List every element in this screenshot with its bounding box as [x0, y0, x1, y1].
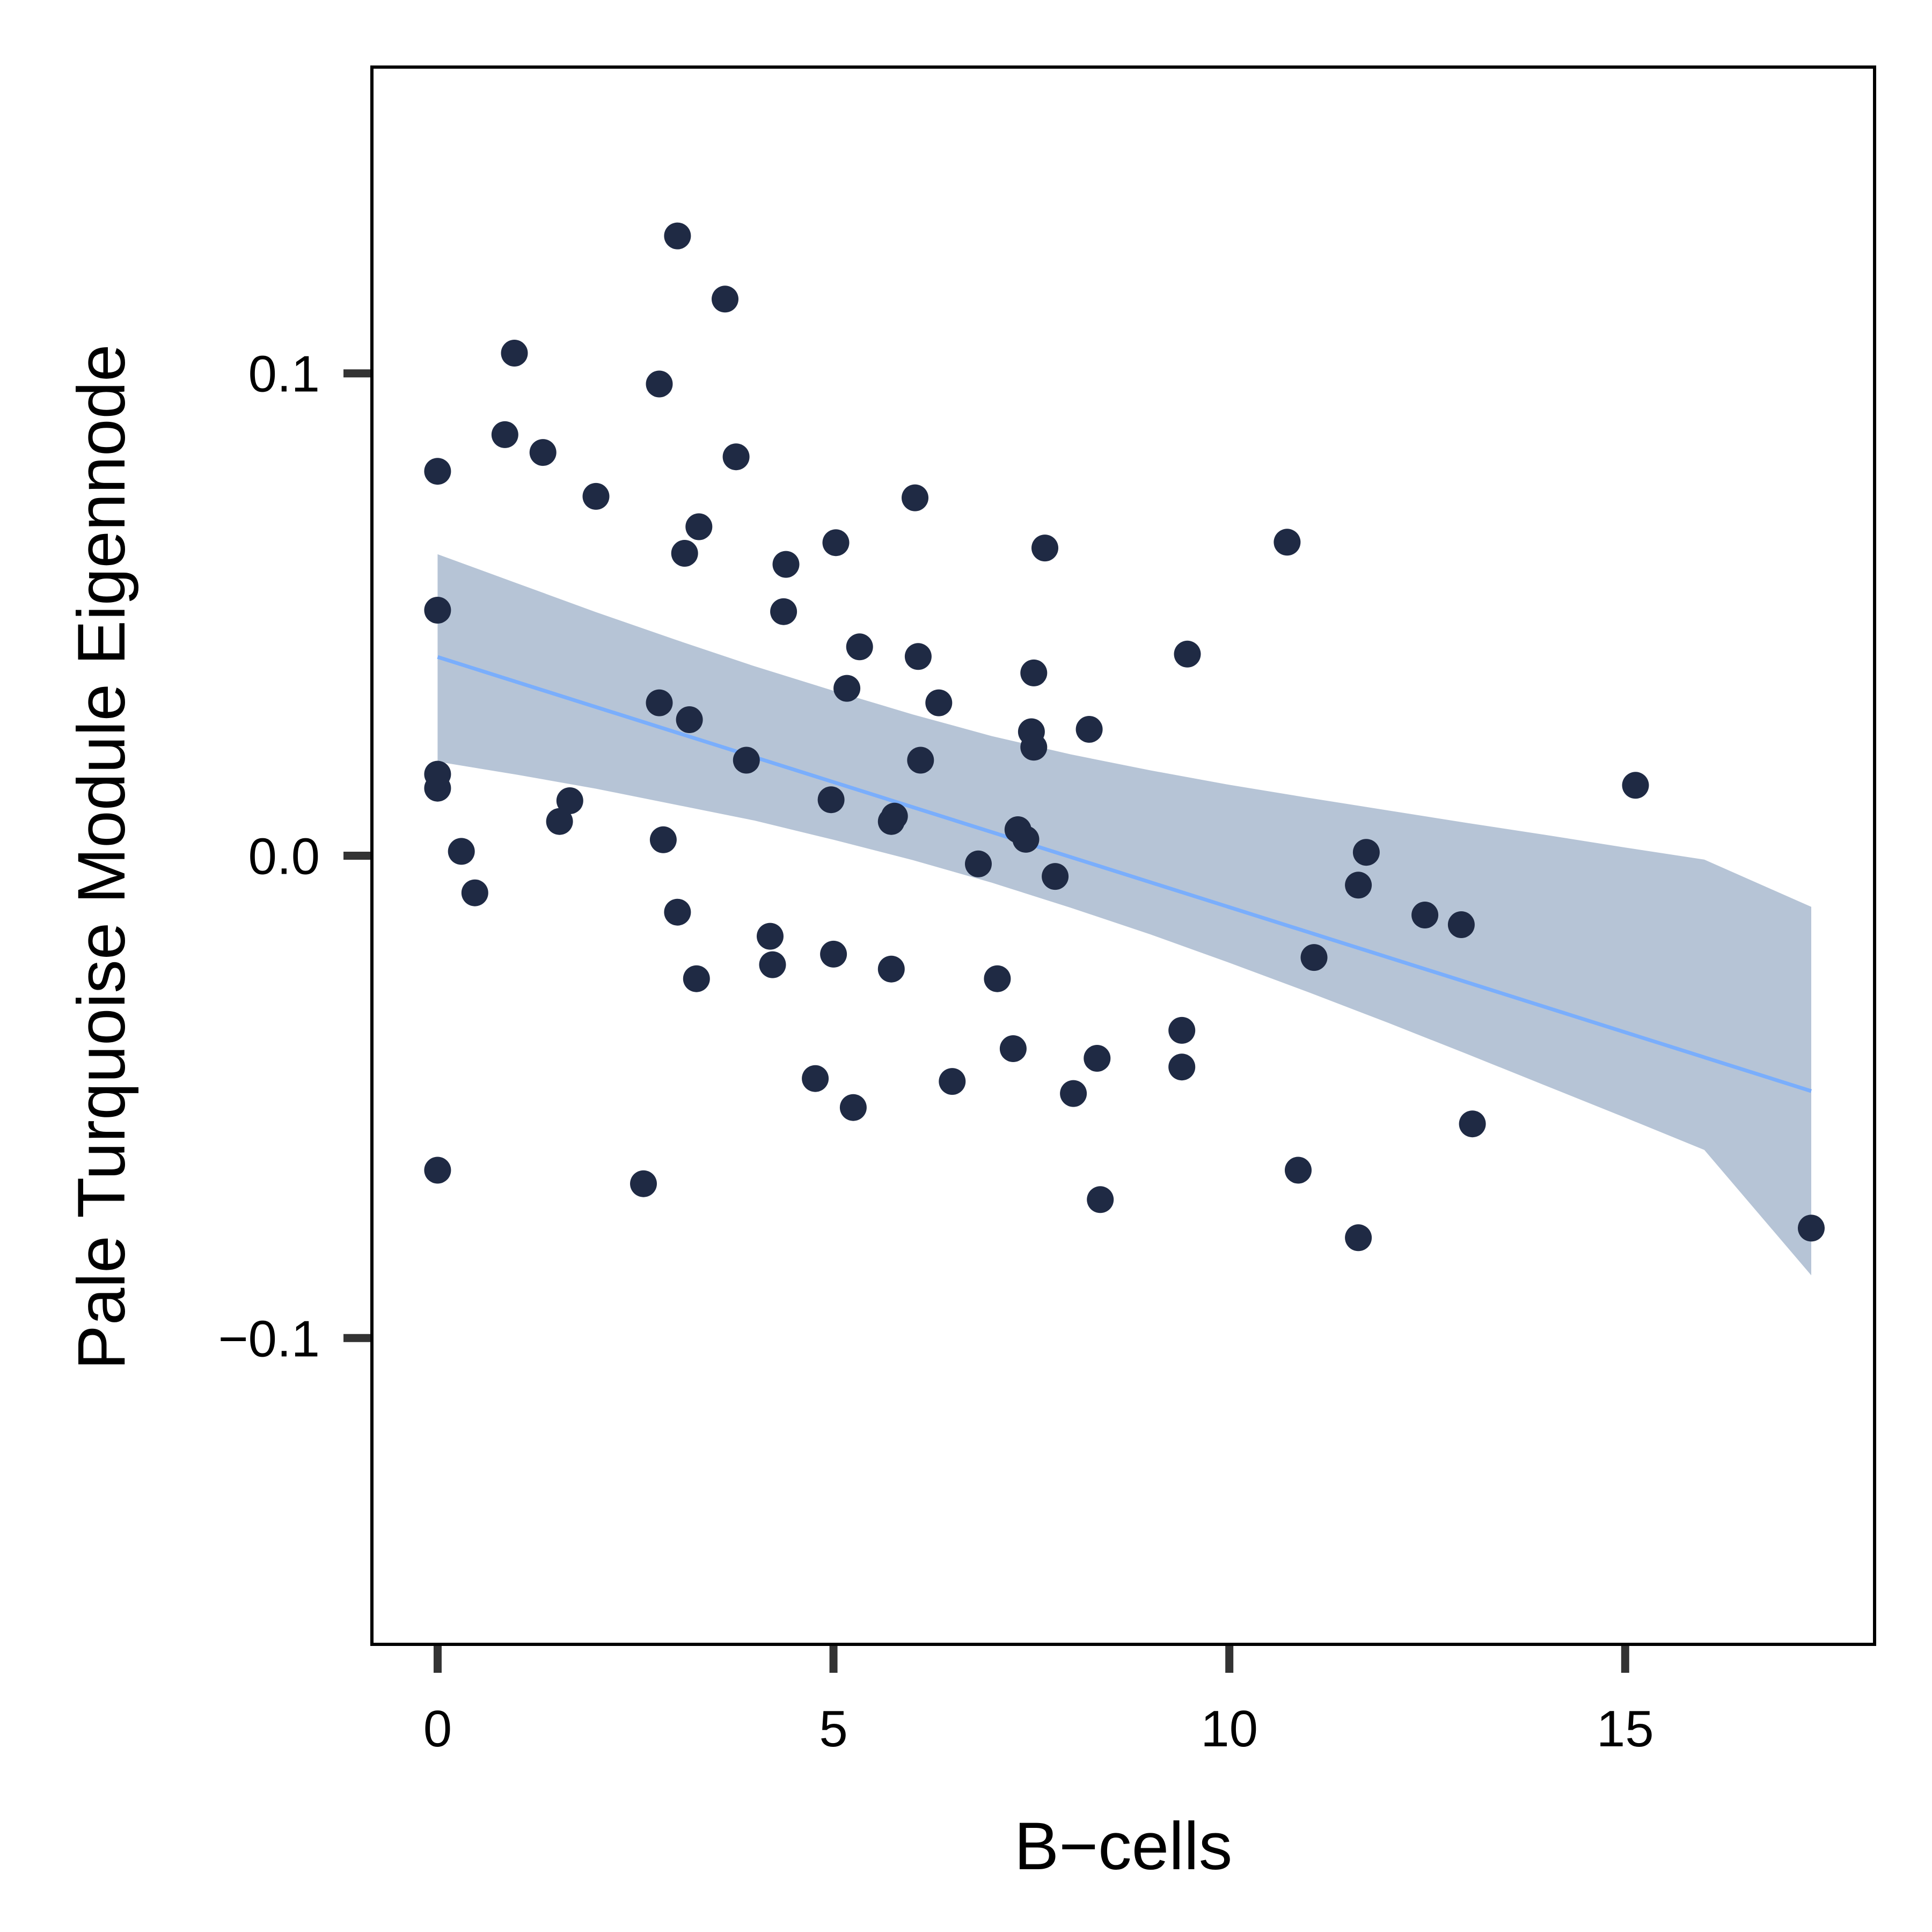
- data-point: [1447, 911, 1475, 938]
- regression-line: [437, 655, 1812, 1093]
- data-point: [501, 340, 528, 367]
- data-point: [984, 965, 1011, 992]
- data-point: [1174, 640, 1201, 668]
- data-points-layer: [424, 222, 1825, 1252]
- data-point: [1020, 659, 1048, 686]
- fit-line-layer: [437, 655, 1812, 1093]
- y-axis-title: Pale Turquoise Module Eigennode: [64, 344, 139, 1370]
- x-axis-title: B−cells: [1014, 1809, 1232, 1884]
- data-point: [1075, 716, 1103, 743]
- data-point: [881, 802, 908, 830]
- data-point: [839, 1094, 867, 1121]
- data-point: [630, 1170, 657, 1197]
- plot-frame: [370, 65, 1876, 1646]
- data-point: [833, 675, 861, 702]
- data-point: [1168, 1053, 1196, 1081]
- data-point: [1345, 1224, 1372, 1252]
- data-point: [1168, 1016, 1196, 1044]
- data-point: [1087, 1186, 1114, 1213]
- x-tick-label: 10: [1201, 1700, 1258, 1758]
- confidence-band-layer: [437, 554, 1812, 1276]
- data-point: [733, 747, 760, 774]
- data-point: [1031, 535, 1058, 562]
- data-point: [817, 786, 845, 814]
- data-point: [1020, 734, 1048, 761]
- data-point: [556, 787, 583, 814]
- data-point: [965, 850, 992, 877]
- data-point: [759, 951, 786, 978]
- data-point: [1042, 863, 1069, 890]
- data-point: [1352, 839, 1380, 866]
- x-axis-ticks: 0 5 10 15: [423, 1646, 1654, 1758]
- data-point: [683, 965, 710, 992]
- data-point: [820, 940, 847, 968]
- data-point: [712, 286, 738, 313]
- data-point: [664, 222, 691, 250]
- data-point: [770, 598, 797, 625]
- x-tick-label: 0: [423, 1700, 452, 1758]
- data-point: [939, 1068, 966, 1095]
- data-point: [1345, 872, 1372, 899]
- x-tick-label: 15: [1597, 1700, 1654, 1758]
- data-point: [902, 484, 928, 511]
- data-point: [846, 633, 873, 661]
- data-point: [999, 1035, 1027, 1062]
- data-point: [546, 808, 573, 835]
- data-point: [904, 643, 932, 670]
- data-point: [802, 1065, 829, 1092]
- data-point: [925, 689, 953, 716]
- data-point: [448, 838, 475, 865]
- data-point: [676, 706, 703, 733]
- y-tick-label: 0.0: [248, 828, 320, 885]
- data-point: [491, 421, 518, 448]
- data-point: [722, 443, 750, 471]
- data-point: [1798, 1214, 1825, 1242]
- data-point: [1060, 1080, 1087, 1107]
- y-axis-ticks: −0.1 0.0 0.1: [218, 346, 370, 1367]
- data-point: [424, 597, 451, 624]
- data-point: [646, 689, 673, 716]
- data-point: [822, 529, 850, 557]
- x-tick-label: 5: [819, 1700, 847, 1758]
- data-point: [649, 826, 677, 853]
- data-point: [664, 898, 691, 926]
- y-tick-label: 0.1: [248, 346, 320, 403]
- data-point: [1012, 825, 1040, 853]
- data-point: [1459, 1110, 1486, 1138]
- data-point: [671, 540, 698, 567]
- data-point: [646, 370, 673, 398]
- data-point: [877, 955, 905, 983]
- data-point: [757, 923, 784, 950]
- data-point: [1084, 1045, 1111, 1072]
- y-tick-label: −0.1: [218, 1310, 320, 1367]
- data-point: [907, 747, 934, 774]
- data-point: [1411, 902, 1439, 928]
- data-point: [424, 458, 451, 485]
- data-point: [772, 551, 800, 578]
- data-point: [424, 1157, 451, 1184]
- confidence-band: [437, 554, 1812, 1276]
- data-point: [1622, 772, 1649, 799]
- data-point: [582, 482, 610, 510]
- data-point: [424, 774, 451, 802]
- data-point: [1300, 944, 1328, 971]
- data-point: [1285, 1157, 1312, 1184]
- data-point: [1274, 529, 1301, 556]
- data-point: [461, 879, 488, 906]
- data-point: [529, 439, 557, 466]
- data-point: [685, 513, 713, 540]
